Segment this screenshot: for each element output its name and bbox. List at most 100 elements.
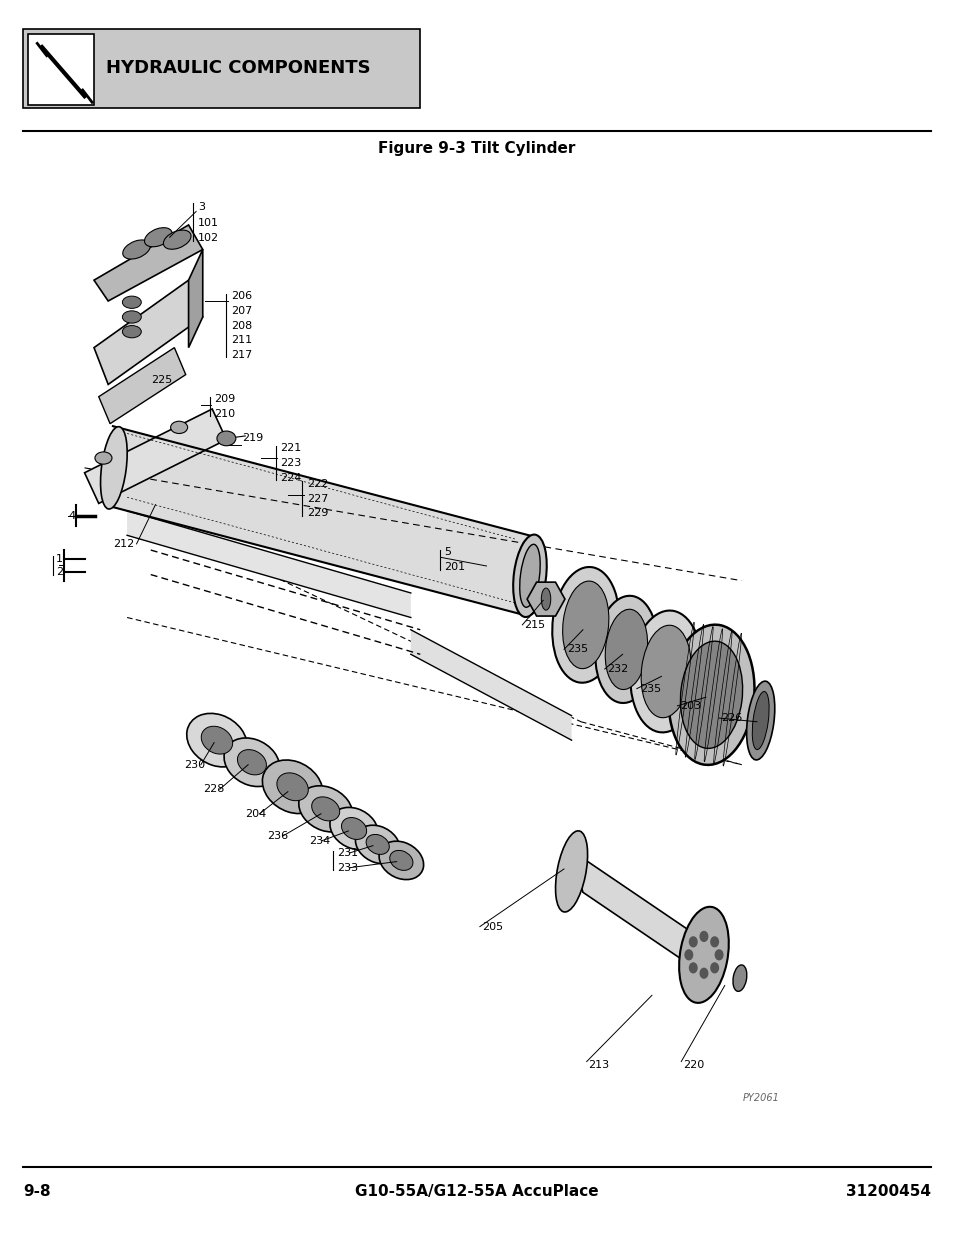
Text: 208: 208 <box>231 321 253 331</box>
Text: 225: 225 <box>151 374 172 384</box>
Ellipse shape <box>378 841 423 879</box>
Ellipse shape <box>216 431 235 446</box>
Ellipse shape <box>237 750 266 774</box>
Text: 211: 211 <box>231 335 252 346</box>
Text: 201: 201 <box>443 562 464 572</box>
Circle shape <box>689 963 697 973</box>
Ellipse shape <box>640 625 690 718</box>
Ellipse shape <box>298 785 353 832</box>
Text: 206: 206 <box>231 291 252 301</box>
Text: 230: 230 <box>184 760 205 769</box>
Text: 5: 5 <box>443 547 451 557</box>
Text: 222: 222 <box>307 479 328 489</box>
Ellipse shape <box>262 760 322 814</box>
Circle shape <box>700 931 707 941</box>
Text: PY2061: PY2061 <box>741 1093 779 1103</box>
Ellipse shape <box>562 582 608 668</box>
Text: 228: 228 <box>203 784 224 794</box>
Text: 101: 101 <box>198 217 219 227</box>
Text: 215: 215 <box>524 620 545 630</box>
Circle shape <box>684 950 692 960</box>
Ellipse shape <box>390 851 413 871</box>
Ellipse shape <box>330 808 377 850</box>
Text: 210: 210 <box>213 409 235 419</box>
Polygon shape <box>94 225 203 301</box>
Text: G10-55A/G12-55A AccuPlace: G10-55A/G12-55A AccuPlace <box>355 1184 598 1199</box>
Text: 213: 213 <box>588 1060 609 1071</box>
Ellipse shape <box>144 227 172 247</box>
Ellipse shape <box>732 965 746 992</box>
Text: HYDRAULIC COMPONENTS: HYDRAULIC COMPONENTS <box>106 59 371 77</box>
Text: 229: 229 <box>307 509 328 519</box>
Ellipse shape <box>276 773 308 800</box>
Ellipse shape <box>752 692 768 750</box>
Text: 212: 212 <box>112 538 134 548</box>
Text: 203: 203 <box>679 700 700 711</box>
Ellipse shape <box>595 595 657 703</box>
Circle shape <box>710 937 718 947</box>
Polygon shape <box>127 511 411 618</box>
Text: 235: 235 <box>566 645 587 655</box>
Ellipse shape <box>630 610 701 732</box>
Bar <box>28 33 94 105</box>
Polygon shape <box>85 409 226 504</box>
Ellipse shape <box>555 831 587 911</box>
Ellipse shape <box>201 726 233 755</box>
Text: 102: 102 <box>198 233 219 243</box>
Ellipse shape <box>224 739 279 787</box>
Circle shape <box>689 937 697 947</box>
Ellipse shape <box>122 311 141 324</box>
Text: 232: 232 <box>607 664 628 674</box>
Text: 219: 219 <box>242 433 263 443</box>
Text: 226: 226 <box>720 713 741 722</box>
Polygon shape <box>527 582 564 616</box>
Text: 9-8: 9-8 <box>23 1184 51 1199</box>
Ellipse shape <box>668 625 754 764</box>
Ellipse shape <box>746 682 774 760</box>
Ellipse shape <box>122 296 141 309</box>
Text: 223: 223 <box>280 458 301 468</box>
Text: 227: 227 <box>307 494 328 504</box>
Ellipse shape <box>513 535 546 618</box>
Circle shape <box>700 968 707 978</box>
Text: 236: 236 <box>267 831 288 841</box>
Text: Figure 9-3 Tilt Cylinder: Figure 9-3 Tilt Cylinder <box>378 142 575 157</box>
Text: 4: 4 <box>69 511 75 521</box>
Ellipse shape <box>95 452 112 464</box>
Polygon shape <box>189 249 203 347</box>
Text: 31200454: 31200454 <box>845 1184 930 1199</box>
Text: 221: 221 <box>280 443 301 453</box>
Text: 207: 207 <box>231 306 253 316</box>
Ellipse shape <box>540 588 550 610</box>
Circle shape <box>710 963 718 973</box>
Circle shape <box>715 950 722 960</box>
Polygon shape <box>98 347 186 424</box>
Text: 2: 2 <box>56 567 63 577</box>
Text: 233: 233 <box>336 863 357 873</box>
Text: 231: 231 <box>336 848 357 858</box>
Text: 217: 217 <box>231 350 253 359</box>
Text: 234: 234 <box>309 836 330 846</box>
Ellipse shape <box>123 240 151 259</box>
Ellipse shape <box>312 797 339 821</box>
Ellipse shape <box>100 426 127 509</box>
Ellipse shape <box>341 818 366 840</box>
Ellipse shape <box>552 567 618 683</box>
Ellipse shape <box>122 326 141 338</box>
Polygon shape <box>411 630 571 740</box>
Text: 205: 205 <box>481 921 502 931</box>
Text: 235: 235 <box>639 684 660 694</box>
FancyBboxPatch shape <box>23 28 420 109</box>
Ellipse shape <box>679 906 728 1003</box>
Polygon shape <box>94 280 203 384</box>
Text: 1: 1 <box>56 553 63 563</box>
Ellipse shape <box>355 825 399 863</box>
Ellipse shape <box>171 421 188 433</box>
Ellipse shape <box>519 545 539 608</box>
Ellipse shape <box>187 714 247 767</box>
Polygon shape <box>112 426 529 616</box>
Text: 220: 220 <box>682 1060 703 1071</box>
Ellipse shape <box>163 230 191 249</box>
Ellipse shape <box>679 641 741 748</box>
Text: 204: 204 <box>245 809 266 819</box>
